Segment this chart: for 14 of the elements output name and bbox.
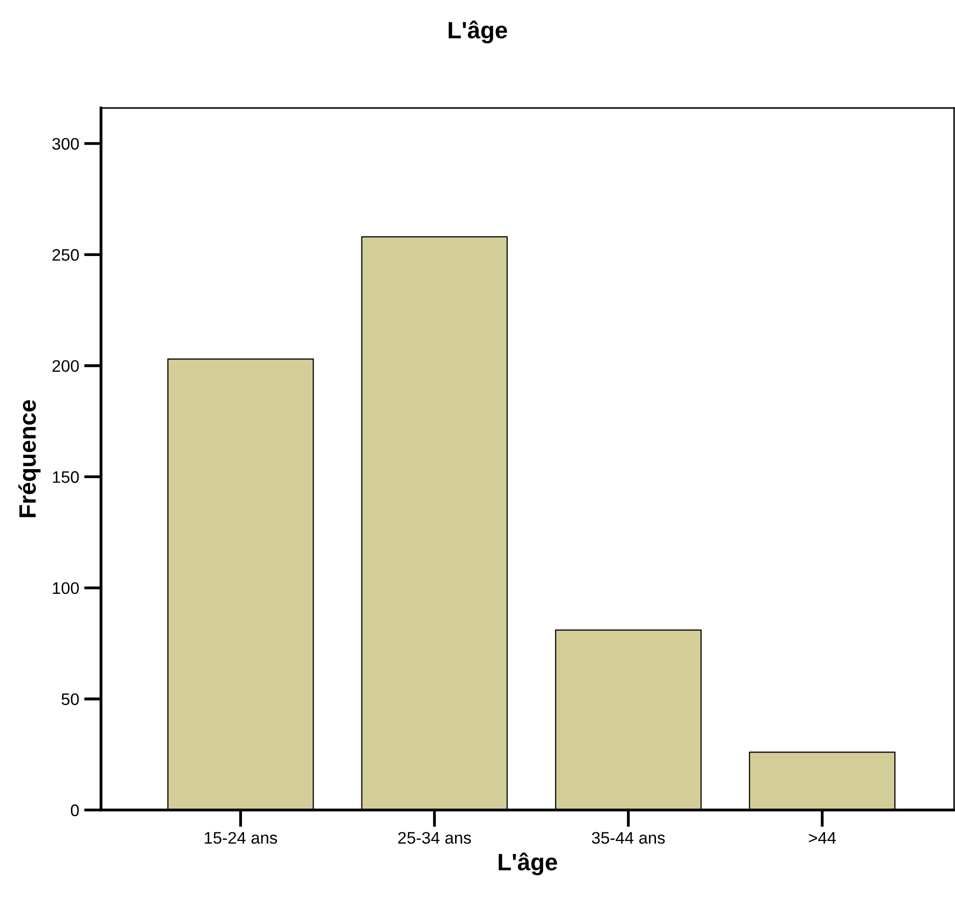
y-tick-label: 200 (52, 360, 79, 372)
x-tick-label: 15-24 ans (204, 832, 278, 844)
y-tick-label: 300 (52, 138, 79, 150)
y-tick-label: 0 (70, 804, 79, 816)
y-axis-title: Fréquence (18, 400, 41, 518)
chart-title: L'âge (448, 20, 508, 44)
x-tick-label: >44 (808, 832, 836, 844)
x-axis-title: L'âge (498, 852, 558, 876)
y-tick-label: 50 (62, 693, 79, 706)
y-tick-label: 250 (52, 249, 79, 261)
y-tick-label: 150 (52, 471, 79, 483)
y-tick-label: 100 (52, 582, 79, 594)
x-tick-label: 35-44 ans (592, 832, 665, 844)
x-tick-label: 25-34 ans (398, 832, 471, 844)
